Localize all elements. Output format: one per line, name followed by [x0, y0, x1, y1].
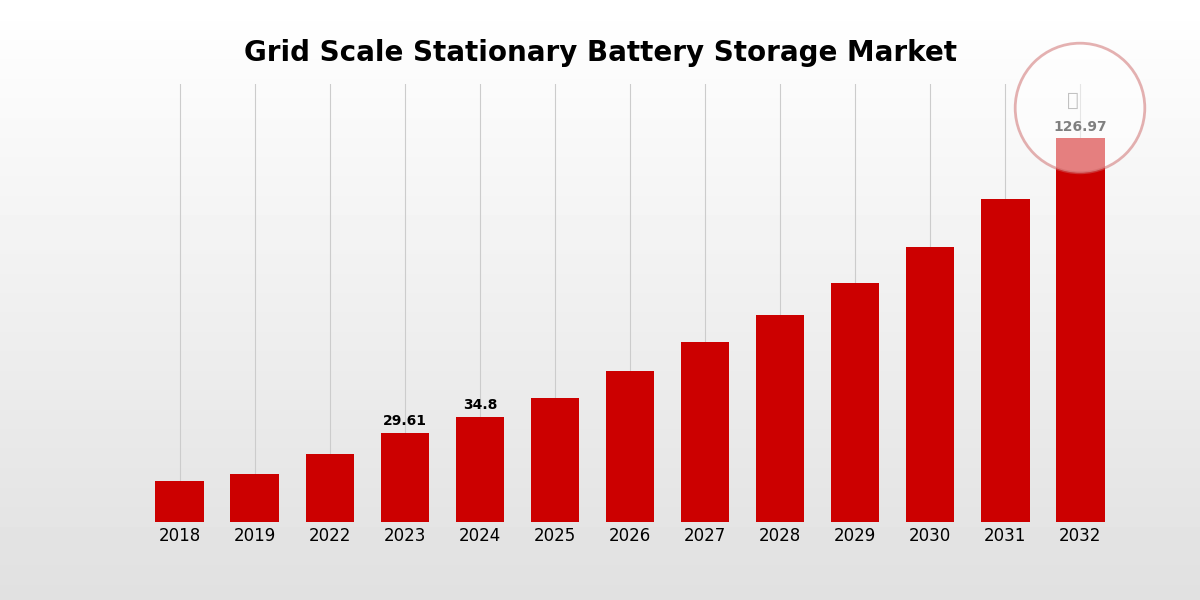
Bar [306, 454, 354, 522]
Text: 📊: 📊 [1067, 91, 1079, 110]
Bar [230, 474, 280, 522]
Text: 34.8: 34.8 [463, 398, 497, 412]
Text: 29.61: 29.61 [383, 414, 427, 428]
Bar [606, 371, 654, 522]
Bar [906, 247, 954, 522]
Bar [830, 283, 880, 522]
Bar [1056, 139, 1104, 522]
Bar [156, 481, 204, 522]
Bar [980, 199, 1030, 522]
Text: Grid Scale Stationary Battery Storage Market: Grid Scale Stationary Battery Storage Ma… [244, 39, 956, 67]
Text: 126.97: 126.97 [1054, 120, 1106, 134]
Bar [680, 342, 730, 522]
Bar [456, 417, 504, 522]
Bar [380, 433, 430, 522]
Circle shape [1015, 43, 1145, 173]
Bar [530, 398, 580, 522]
Bar [756, 315, 804, 522]
